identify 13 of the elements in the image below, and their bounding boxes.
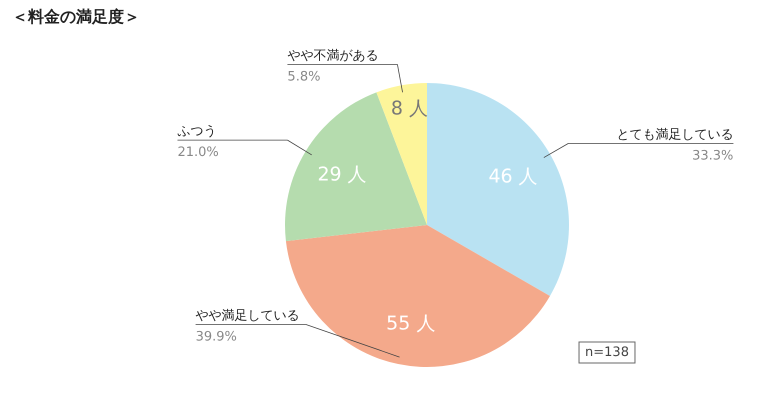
slice-label: ふつう	[176, 124, 216, 140]
text: 21.0%	[177, 145, 219, 160]
text: 33.3%	[692, 148, 734, 164]
text: 39.9%	[196, 329, 237, 344]
slice-label: やや満足している	[196, 308, 300, 324]
slice-label: とても満足している	[616, 127, 734, 142]
text: 5.8%	[287, 69, 320, 84]
data-label: 29 人	[317, 163, 367, 186]
slice-label: やや不満がある	[287, 48, 378, 64]
data-label: 46 人	[488, 165, 538, 188]
data-label: 55 人	[386, 312, 436, 334]
text: n=138	[585, 345, 629, 360]
chart-title: ＜料金の満足度＞	[12, 7, 140, 26]
